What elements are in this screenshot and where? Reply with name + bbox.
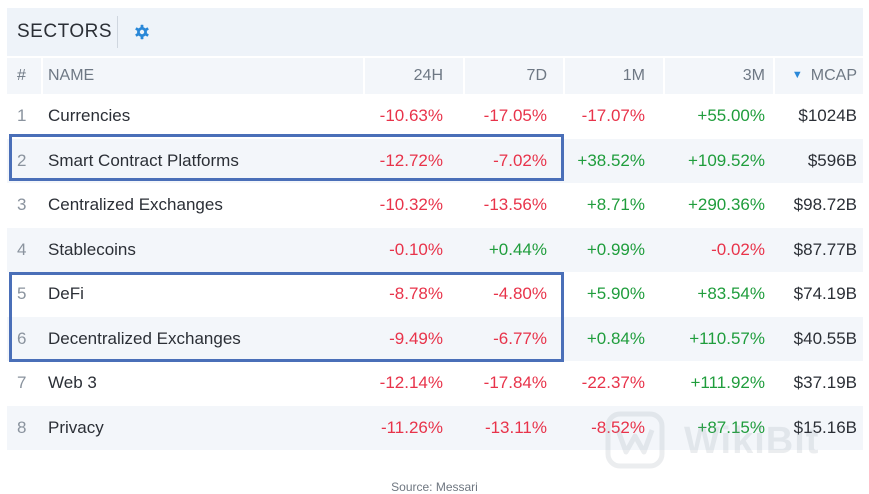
row-number: 8 [17, 417, 27, 437]
row-mcap: $74.19B [793, 284, 857, 303]
col-7d-cell [465, 58, 563, 94]
row-7d-change: -6.77% [493, 328, 547, 348]
row-1m-change: +0.99% [586, 239, 645, 259]
row-24h-change: -0.10% [389, 239, 443, 259]
col-1m-cell [565, 58, 663, 94]
highlight-box-smart-contract [9, 134, 564, 181]
table-row[interactable]: 3 Centralized Exchanges -10.32% -13.56% +8.7… [7, 183, 863, 227]
watermark-text: WikiBit [684, 420, 820, 462]
column-header-row: # NAME 24H 7D 1M 3M ▼ MCAP [7, 58, 863, 94]
row-3m-change: +87.15% [697, 417, 765, 437]
row-1m-change: +0.84% [586, 328, 645, 348]
row-name: Smart Contract Platforms [48, 150, 239, 170]
sort-desc-icon: ▼ [791, 69, 803, 81]
row-number: 3 [17, 195, 27, 214]
row-name: Web 3 [48, 373, 97, 392]
table-row[interactable]: 1 Currencies -10.63% -17.05% -17.07% +55.00% $… [7, 94, 863, 138]
row-mcap: $87.77B [793, 239, 857, 259]
row-24h-change: -10.63% [379, 106, 443, 125]
row-name: Currencies [48, 106, 131, 125]
row-1m-change: +5.90% [586, 284, 645, 303]
col-mcap-header[interactable]: ▼ MCAP [792, 67, 857, 85]
row-7d-change: -7.02% [493, 150, 547, 170]
row-7d-change: -17.05% [483, 106, 547, 125]
col-1m[interactable]: 1M [622, 67, 645, 84]
row-3m-change: +55.00% [697, 106, 765, 125]
row-1m-change: -17.07% [581, 106, 645, 125]
watermark: WikiBit [604, 410, 856, 470]
col-3m-cell [665, 58, 773, 94]
header-divider [117, 16, 118, 48]
row-mcap: $596B [807, 150, 857, 170]
table-row[interactable]: 6 Decentralized Exchanges -9.49% -6.77% +0.8… [7, 316, 863, 361]
row-number: 5 [17, 284, 27, 303]
source-caption: Source: Messari [391, 480, 478, 494]
row-24h-change: -10.32% [379, 195, 443, 214]
col-24h-cell [365, 58, 463, 94]
table-row[interactable]: 4 Stablecoins -0.10% +0.44% +0.99% -0.02% $87.… [7, 227, 863, 272]
row-3m-change: +110.57% [689, 328, 765, 348]
row-number: 1 [17, 106, 27, 125]
row-1m-change: +8.71% [586, 195, 645, 214]
table-row[interactable]: 2 Smart Contract Platforms -12.72% -7.02% +3… [7, 138, 863, 183]
row-3m-change: +290.36% [687, 195, 765, 214]
row-1m-change: -8.52% [591, 417, 645, 437]
table-row[interactable]: 7 Web 3 -12.14% -17.84% -22.37% +111.92% $37.1… [7, 361, 863, 405]
row-24h-change: -11.26% [380, 417, 443, 437]
row-name: Centralized Exchanges [48, 195, 223, 214]
row-number: 2 [17, 150, 27, 170]
row-number: 7 [17, 373, 27, 392]
panel-title: SECTORS [17, 21, 113, 42]
row-name: Stablecoins [48, 239, 136, 259]
row-name: Decentralized Exchanges [48, 328, 241, 348]
wikibit-logo-icon [605, 411, 665, 469]
row-mcap: $15.16B [793, 417, 857, 437]
col-mcap-cell [775, 58, 863, 94]
col-24h[interactable]: 24H [413, 67, 443, 84]
table-row[interactable]: 5 DeFi -8.78% -4.80% +5.90% +83.54% $74.19B [7, 272, 863, 316]
col-name[interactable]: NAME [48, 67, 95, 84]
row-7d-change: -13.56% [483, 195, 547, 214]
row-name: Privacy [48, 417, 104, 437]
row-24h-change: -12.72% [379, 150, 443, 170]
table-row[interactable]: 8 Privacy -11.26% -13.11% -8.52% +87.15% $15.1… [7, 405, 863, 450]
row-mcap: $1024B [798, 106, 857, 125]
sectors-panel: SECTORS # NAME 24H 7D 1M 3M ▼ MCAP 1 Curre… [7, 8, 863, 457]
row-3m-change: +111.92% [690, 373, 765, 392]
row-7d-change: -13.11% [484, 417, 547, 437]
row-7d-change: -17.84% [483, 373, 547, 392]
row-number: 6 [17, 328, 27, 348]
highlight-box-defi-dex [9, 272, 564, 362]
row-3m-change: +109.52% [687, 150, 765, 170]
row-7d-change: +0.44% [488, 239, 547, 259]
col-name-cell [43, 58, 363, 94]
col-7d[interactable]: 7D [526, 67, 547, 84]
row-mcap: $37.19B [793, 373, 857, 392]
row-24h-change: -12.14% [379, 373, 443, 392]
row-1m-change: -22.37% [581, 373, 645, 392]
row-3m-change: +83.54% [697, 284, 765, 303]
col-num[interactable]: # [17, 67, 26, 84]
gear-icon[interactable] [134, 24, 150, 40]
row-7d-change: -4.80% [493, 284, 547, 303]
col-mcap: MCAP [810, 67, 857, 84]
row-24h-change: -8.78% [389, 284, 443, 303]
row-mcap: $40.55B [793, 328, 857, 348]
panel-header: SECTORS [7, 8, 863, 56]
row-number: 4 [17, 239, 27, 259]
col-3m[interactable]: 3M [742, 67, 765, 84]
col-num-cell [7, 58, 41, 94]
row-24h-change: -9.49% [389, 328, 443, 348]
row-mcap: $98.72B [793, 195, 857, 214]
row-1m-change: +38.52% [577, 150, 645, 170]
row-3m-change: -0.02% [711, 239, 765, 259]
row-name: DeFi [48, 284, 84, 303]
